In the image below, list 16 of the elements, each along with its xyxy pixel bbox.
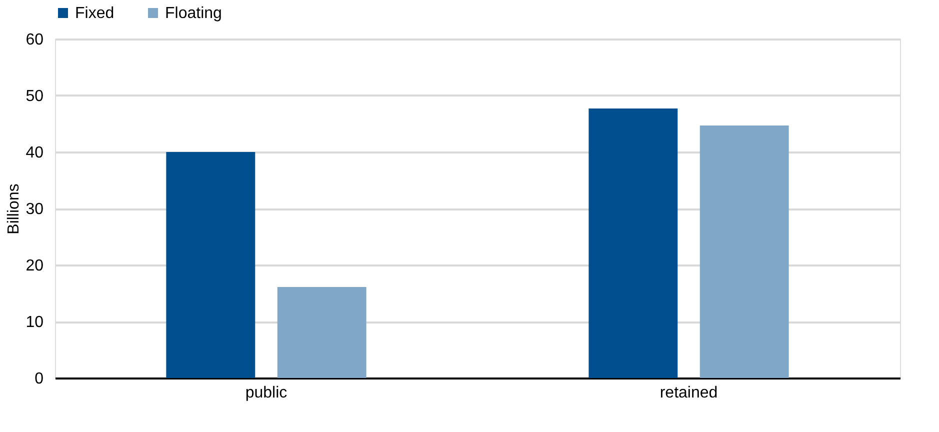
bar — [700, 125, 789, 378]
y-tick-label: 50 — [26, 88, 44, 105]
y-tick-label: 20 — [26, 258, 44, 274]
y-tick-label: 30 — [26, 201, 44, 218]
y-tick-label: 60 — [26, 32, 44, 48]
y-axis-title: Billions — [6, 184, 23, 234]
legend-label: Fixed — [75, 5, 114, 22]
y-tick-label: 40 — [26, 144, 44, 162]
y-tick-label: 10 — [26, 314, 44, 331]
bar — [588, 108, 678, 378]
bar — [166, 152, 256, 378]
y-tick-label: 0 — [34, 370, 44, 388]
x-tick-label: public — [245, 384, 288, 402]
bar — [277, 287, 366, 378]
legend-label: Floating — [165, 5, 222, 22]
x-tick-label: retained — [660, 384, 718, 402]
